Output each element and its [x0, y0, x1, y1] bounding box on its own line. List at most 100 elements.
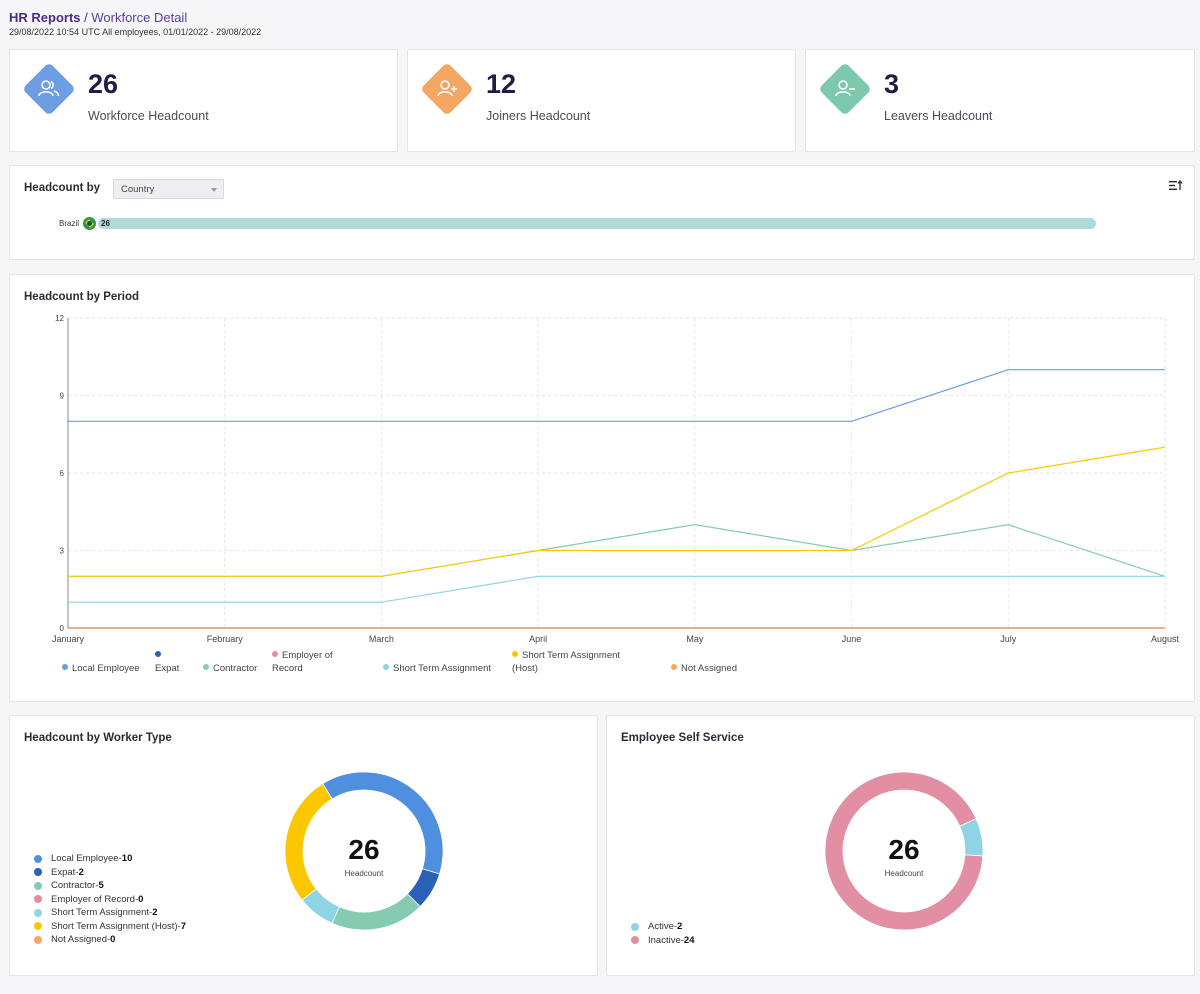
legend-item[interactable]: Local Employee: [62, 662, 140, 675]
donut-total: 26: [348, 834, 379, 865]
legend-item[interactable]: Not Assigned - 0: [34, 933, 186, 947]
legend-label: Active: [648, 921, 674, 933]
worker-type-legend: Local Employee - 10 Expat - 2 Contractor -…: [34, 852, 186, 947]
y-tick-label: 6: [60, 469, 65, 478]
legend-item[interactable]: Short Term Assignment (Host): [512, 649, 620, 675]
legend-item[interactable]: Active - 2: [631, 920, 695, 934]
user-plus-icon: [437, 80, 457, 97]
section-title: Headcount by Period: [24, 291, 140, 303]
y-tick-label: 12: [55, 314, 64, 323]
country-bar-value: 26: [101, 219, 110, 228]
chevron-down-icon: [211, 188, 217, 192]
x-tick-label: June: [842, 634, 862, 644]
legend-value: 2: [78, 866, 84, 878]
legend-dot: [155, 651, 161, 657]
breadcrumb-root-link[interactable]: HR Reports: [9, 10, 81, 25]
legend-label: Short Term Assignment (Host): [51, 920, 178, 932]
legend-dot: [62, 664, 68, 670]
sort-icon[interactable]: [1169, 180, 1183, 191]
legend-label: Record: [272, 663, 303, 674]
legend-dot: [34, 935, 42, 944]
legend-dot: [383, 664, 389, 670]
legend-item[interactable]: Contractor: [203, 662, 257, 675]
kpi-label: Joiners Headcount: [486, 109, 591, 123]
legend-label: Contractor: [51, 880, 96, 892]
breadcrumb-separator: /: [80, 10, 92, 25]
kpi-card-leavers: 3 Leavers Headcount: [805, 49, 1195, 152]
legend-label: Not Assigned: [681, 663, 737, 674]
brazil-flag-icon: [83, 217, 96, 230]
worker-type-card: Headcount by Worker Type Local Employee …: [9, 715, 598, 976]
legend-sep: -: [95, 880, 99, 892]
series-line-local-employee[interactable]: [68, 369, 1165, 422]
ess-legend: Active - 2 Inactive - 24: [631, 920, 695, 947]
legend-sep: -: [680, 934, 684, 946]
legend-value: 0: [110, 934, 116, 946]
legend-label: Employer of Record: [51, 893, 135, 905]
kpi-label: Workforce Headcount: [88, 109, 209, 123]
legend-dot: [34, 868, 42, 877]
x-tick-label: July: [1000, 634, 1017, 644]
legend-item[interactable]: Employer of Record - 0: [34, 893, 186, 907]
legend-value: 2: [677, 921, 683, 933]
legend-label: (Host): [512, 663, 538, 674]
legend-value: 10: [121, 853, 133, 865]
legend-dot: [631, 922, 639, 931]
kpi-label: Leavers Headcount: [884, 109, 993, 123]
legend-value: 2: [152, 907, 158, 919]
country-bar[interactable]: [98, 218, 1096, 229]
legend-label: Local Employee: [51, 853, 119, 865]
donut-slice-inactive[interactable]: [824, 771, 984, 931]
donut-total: 26: [888, 834, 919, 865]
user-minus-icon: [835, 80, 855, 97]
legend-item[interactable]: Short Term Assignment - 2: [34, 906, 186, 920]
legend-value: 7: [180, 920, 187, 932]
kpi-value: 3: [884, 69, 900, 99]
group-by-select[interactable]: Country: [113, 179, 224, 199]
headcount-by-period-card: Headcount by Period January February March…: [9, 274, 1195, 702]
legend-item[interactable]: Not Assigned: [671, 662, 737, 675]
legend-label: Short Term Assignment: [393, 663, 492, 674]
legend-value: 24: [683, 934, 695, 946]
legend-item[interactable]: Expat: [155, 649, 179, 675]
y-tick-label: 9: [60, 392, 65, 401]
legend-item[interactable]: Contractor - 5: [34, 879, 186, 893]
legend-sep: -: [177, 920, 181, 932]
group-by-select-value: Country: [121, 184, 155, 195]
report-subtitle: 29/08/2022 10:54 UTC All employees, 01/0…: [9, 27, 262, 37]
legend-label: Employer of: [282, 650, 333, 661]
legend-dot: [34, 854, 42, 863]
series-line-short-term-assignment-host-[interactable]: [68, 446, 1166, 577]
section-title: Employee Self Service: [621, 732, 744, 744]
legend-item[interactable]: Employer of Record: [272, 649, 333, 675]
section-title: Headcount by Worker Type: [24, 732, 172, 744]
donut-slice-short-term-assignment-host-[interactable]: [284, 783, 333, 901]
x-tick-label: March: [369, 634, 394, 644]
x-tick-label: April: [529, 634, 547, 644]
legend-dot: [34, 908, 42, 917]
kpi-value: 12: [486, 69, 517, 99]
legend-sep: -: [673, 921, 678, 933]
donut-total-label: Headcount: [885, 869, 924, 878]
legend-item[interactable]: Short Term Assignment (Host) - 7: [34, 920, 186, 934]
donut-slice-local-employee[interactable]: [322, 771, 444, 875]
legend-sep: -: [118, 853, 122, 865]
legend-item[interactable]: Expat - 2: [34, 866, 186, 880]
ess-donut: 26 Headcount: [824, 771, 984, 931]
y-tick-label: 3: [60, 547, 65, 556]
donut-slice-contractor[interactable]: [331, 893, 421, 931]
legend-item[interactable]: Short Term Assignment: [383, 662, 491, 675]
kpi-card-joiners: 12 Joiners Headcount: [407, 49, 796, 152]
legend-item[interactable]: Inactive - 24: [631, 934, 695, 948]
donut-total-label: Headcount: [345, 869, 384, 878]
series-line-short-term-assignment[interactable]: [68, 575, 1165, 603]
y-tick-label: 0: [60, 624, 65, 633]
legend-label: Not Assigned: [51, 934, 107, 946]
kpi-card-workforce: 26 Workforce Headcount: [9, 49, 398, 152]
legend-item[interactable]: Local Employee - 10: [34, 852, 186, 866]
legend-dot: [671, 664, 677, 670]
legend-dot: [203, 664, 209, 670]
legend-sep: -: [106, 934, 111, 946]
legend-label: Short Term Assignment: [51, 907, 150, 919]
breadcrumb-current: Workforce Detail: [91, 10, 188, 25]
